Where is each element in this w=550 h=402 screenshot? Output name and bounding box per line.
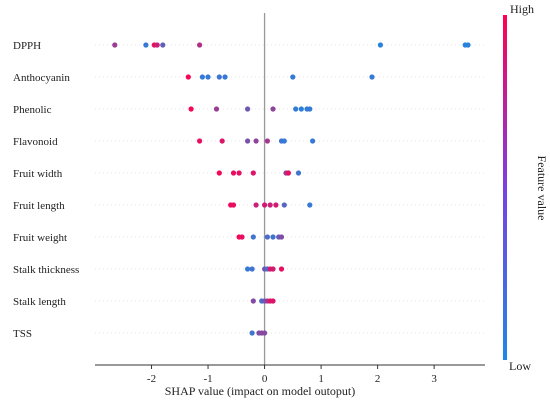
shap-point <box>307 106 313 112</box>
x-tick-label: -1 <box>203 373 212 385</box>
shap-point <box>197 42 203 48</box>
feature-label: Stalk thickness <box>13 264 79 276</box>
feature-label: Anthocyanin <box>13 72 70 84</box>
shap-point <box>230 202 237 208</box>
colorbar-high-label: High <box>510 2 534 16</box>
feature-label: Fruit length <box>13 200 65 212</box>
shap-point <box>250 298 256 304</box>
shap-point <box>216 170 222 176</box>
shap-point <box>465 42 471 48</box>
shap-point <box>369 74 375 80</box>
shap-point <box>270 234 276 240</box>
shap-point <box>278 234 285 240</box>
shap-point <box>262 202 268 208</box>
shap-point <box>112 42 118 48</box>
feature-label: Stalk length <box>13 296 66 308</box>
feature-label: Fruit width <box>13 168 63 180</box>
shap-point <box>197 138 203 144</box>
shap-point <box>310 138 316 144</box>
row-guides <box>95 44 485 334</box>
colorbar-low-label: Low <box>509 359 531 373</box>
shap-point <box>250 234 256 240</box>
colorbar-title: Feature value <box>535 156 549 221</box>
shap-point <box>293 106 299 112</box>
shap-point <box>307 202 313 208</box>
shap-point <box>281 138 287 144</box>
shap-point <box>278 266 285 272</box>
shap-point <box>273 202 279 208</box>
shap-point <box>281 202 287 208</box>
x-tick-label: 2 <box>375 373 381 385</box>
shap-point <box>185 74 191 80</box>
shap-point <box>245 266 251 272</box>
shap-point <box>143 42 149 48</box>
shap-point <box>264 138 270 144</box>
shap-point <box>290 74 296 80</box>
shap-point <box>160 42 166 48</box>
shap-point <box>245 138 251 144</box>
shap-point <box>205 74 211 80</box>
shap-point <box>264 234 270 240</box>
feature-label: Flavonoid <box>13 136 58 148</box>
shap-point <box>285 170 291 176</box>
x-tick-label: -2 <box>147 373 156 385</box>
data-points <box>112 42 471 336</box>
shap-point <box>188 106 194 112</box>
shap-point <box>253 202 259 208</box>
shap-point <box>298 106 304 112</box>
shap-point <box>295 170 302 176</box>
shap-point <box>262 330 268 336</box>
feature-labels: DPPH Anthocyanin Phenolic Flavonoid Fruit wi… <box>13 40 79 340</box>
shap-point <box>250 170 256 176</box>
shap-point <box>249 266 255 272</box>
shap-point <box>213 106 220 112</box>
shap-point <box>230 170 237 176</box>
x-axis-ticks: -2 -1 0 1 2 3 <box>147 365 437 385</box>
x-tick-label: 0 <box>262 373 268 385</box>
shap-point <box>199 74 205 80</box>
x-tick-label: 3 <box>431 373 437 385</box>
shap-point <box>154 42 160 48</box>
shap-point <box>236 170 242 176</box>
shap-point <box>270 298 276 304</box>
x-axis-title: SHAP value (impact on model outoput) <box>165 384 356 398</box>
shap-point <box>253 138 259 144</box>
x-tick-label: 1 <box>318 373 324 385</box>
shap-point <box>270 106 276 112</box>
feature-label: Fruit weight <box>13 232 67 244</box>
colorbar <box>503 15 507 360</box>
shap-point <box>239 234 245 240</box>
shap-point <box>270 266 276 272</box>
shap-point <box>219 138 225 144</box>
shap-point <box>216 74 222 80</box>
shap-point <box>245 106 251 112</box>
shap-point <box>377 42 383 48</box>
feature-label: TSS <box>13 328 32 340</box>
feature-label: DPPH <box>13 40 41 52</box>
shap-point <box>222 74 228 80</box>
shap-point <box>249 330 255 336</box>
feature-label: Phenolic <box>13 104 52 116</box>
shap-point <box>267 202 273 208</box>
